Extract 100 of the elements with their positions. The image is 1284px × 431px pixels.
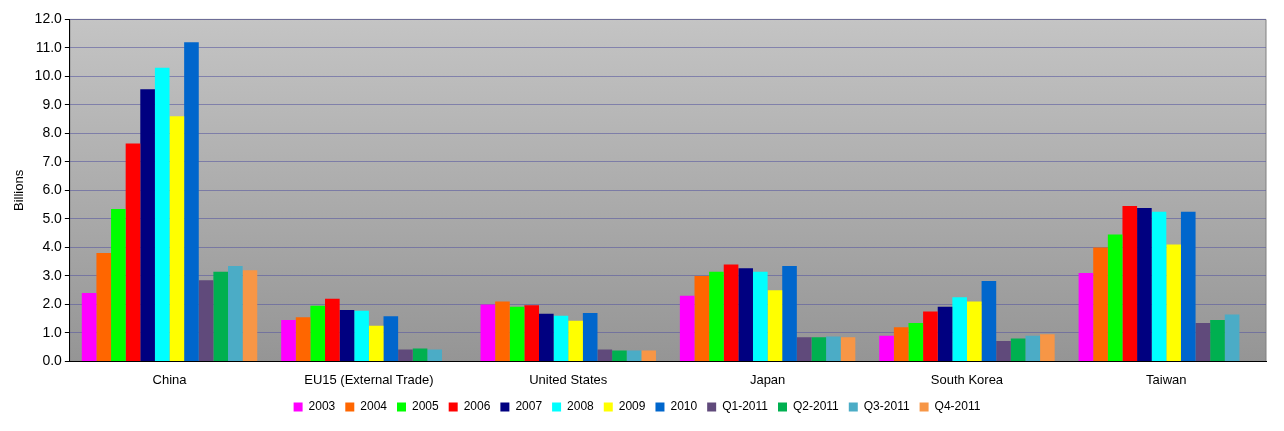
legend-label: 2006 [463,399,491,414]
bar [184,42,199,361]
x-tick-label: China [152,371,188,387]
bar [641,350,656,361]
bar [679,295,695,361]
legend-label: 2010 [670,399,698,414]
bar [524,305,540,361]
bar [125,143,141,361]
bar [923,311,938,361]
y-tick-label: 12.0 [34,10,63,27]
legend-label: 2008 [567,399,595,414]
y-tick-label: 10.0 [34,67,63,84]
y-tick-label: 6.0 [42,181,63,198]
bar [1040,334,1055,361]
bar [368,325,384,361]
bar [1166,244,1181,361]
legend-label: 2003 [308,399,336,414]
y-tick-label: 2.0 [42,295,63,312]
bar [412,348,428,361]
bar [767,290,783,361]
legend-label: Q2-2011 [792,399,840,414]
bar [796,337,812,361]
x-tick-label: Japan [749,371,786,387]
bar [893,327,909,361]
y-tick-label: 8.0 [42,124,63,141]
bar [398,349,413,361]
bar [597,349,613,361]
legend-label: Q3-2011 [863,399,910,414]
bar [169,116,185,361]
bar [937,306,953,361]
bar [626,350,642,361]
y-tick-label: 9.0 [42,95,63,112]
bar [339,310,355,361]
bar [1180,211,1196,361]
y-tick-label: 11.0 [35,38,63,55]
bar [295,317,311,361]
bar [840,337,856,361]
y-tick-label: 3.0 [42,266,63,283]
legend-label: Q4-2011 [934,399,981,414]
x-tick-label: EU15 (External Trade) [304,371,434,387]
bar [811,337,827,361]
bar [738,268,753,361]
y-tick-label: 5.0 [42,209,63,226]
bar [553,315,569,361]
bar [1093,247,1108,361]
bar [1224,314,1240,361]
bar [1107,234,1123,361]
y-tick-label: 7.0 [42,152,63,169]
bar [140,89,155,361]
legend-label: 2004 [360,399,388,414]
bar [723,264,739,361]
legend-label: 2009 [618,399,646,414]
bar [709,271,724,361]
bar [383,316,399,361]
bar [281,320,296,361]
bar [480,304,496,361]
bar [111,208,126,361]
legend-label: 2007 [515,399,543,414]
bar [427,349,442,361]
bar [1078,273,1094,361]
y-tick-label: 4.0 [42,238,63,255]
bar [996,340,1011,361]
x-tick-label: Taiwan [1146,371,1187,387]
bar [81,293,97,361]
x-tick-label: South Korea [930,371,1004,387]
bar [1010,338,1026,361]
bar [354,310,369,361]
bar [242,270,258,361]
bar [495,301,510,361]
y-tick-label: 0.0 [42,352,63,369]
x-tick-label: United States [529,371,608,387]
legend-label: Q1-2011 [722,399,769,414]
bar [1151,211,1167,361]
bar [879,335,894,361]
bar [568,320,583,361]
bar [96,253,112,361]
bar [966,301,982,361]
bar [952,297,967,361]
bar [539,313,554,361]
bar [582,312,598,361]
bar [752,271,768,361]
legend-label: 2005 [411,399,440,414]
bar [228,265,243,361]
bar [154,67,170,361]
bar [198,280,214,361]
bar [694,275,710,361]
bar [1210,320,1225,361]
y-axis-title: Billions [11,169,27,211]
bar [826,336,841,361]
bar [612,350,627,361]
bar [782,265,797,361]
bar [908,322,924,361]
y-tick-label: 1.0 [42,323,63,340]
bar [213,271,229,361]
bar [1195,322,1211,361]
bar [325,298,340,361]
bar [310,305,326,361]
bar [1122,206,1138,361]
bar [1137,208,1152,361]
bar [509,306,525,361]
